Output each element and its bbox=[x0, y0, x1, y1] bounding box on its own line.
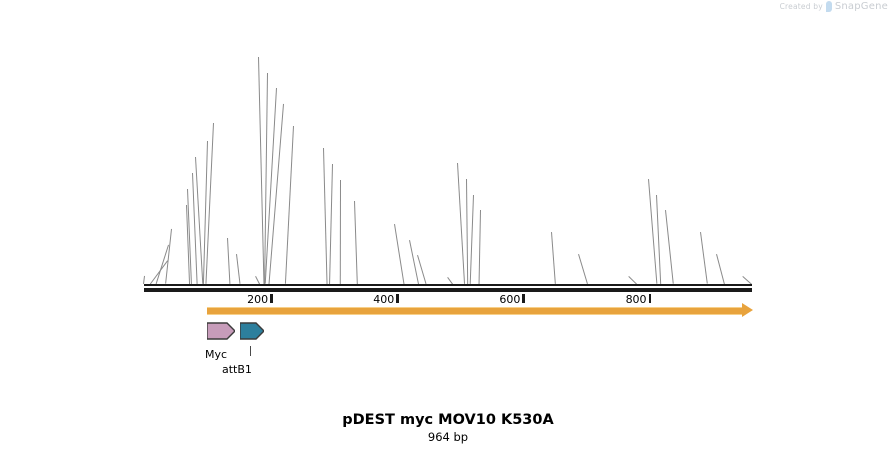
site-leader-line bbox=[323, 148, 328, 285]
site-leader-line bbox=[578, 254, 589, 285]
site-leader-line bbox=[551, 232, 556, 285]
orf-arrow-head-icon bbox=[742, 303, 753, 317]
site-leader-line bbox=[478, 209, 481, 284]
ruler-tick bbox=[270, 294, 273, 303]
site-leader-line bbox=[665, 210, 674, 285]
ruler-tick bbox=[648, 294, 652, 303]
feature-arrow-myc[interactable] bbox=[207, 320, 235, 342]
site-leader-line bbox=[339, 179, 341, 284]
site-leader-line bbox=[469, 194, 474, 284]
site-leader-line bbox=[417, 255, 427, 285]
ruler-tick bbox=[522, 294, 525, 303]
feature-label-attb1: attB1 bbox=[222, 363, 252, 376]
sequence-length-label: 964 bp bbox=[427, 430, 469, 444]
site-leader-line bbox=[227, 238, 231, 285]
ruler-top-line bbox=[144, 284, 752, 286]
site-leader-line bbox=[700, 232, 708, 285]
site-leader-line bbox=[656, 195, 662, 285]
site-leader-line bbox=[394, 224, 405, 285]
snapgene-logo-icon bbox=[825, 1, 832, 12]
watermark-brand-label: SnapGene bbox=[834, 1, 888, 12]
site-leader-line bbox=[143, 275, 145, 284]
site-leader-line bbox=[284, 125, 294, 284]
ruler-tick-label: 600 bbox=[499, 293, 521, 306]
feature-label-myc: Myc bbox=[205, 348, 228, 361]
site-leader-line bbox=[329, 163, 333, 284]
sequence-backbone bbox=[144, 288, 752, 292]
site-leader-line bbox=[457, 163, 466, 285]
snapgene-watermark: Created by SnapGene bbox=[780, 1, 888, 12]
page-title: pDEST myc MOV10 K530A bbox=[342, 412, 554, 428]
site-leader-line bbox=[466, 179, 469, 285]
site-leader-line bbox=[165, 228, 172, 284]
site-leader-line bbox=[258, 57, 265, 285]
site-leader-line bbox=[354, 201, 358, 285]
orf-arrow-bar bbox=[207, 307, 742, 315]
site-leader-line bbox=[409, 240, 419, 285]
ruler-tick bbox=[396, 294, 399, 303]
feature-arrow-attb1[interactable] bbox=[240, 320, 264, 342]
watermark-created-label: Created by bbox=[779, 2, 823, 11]
ruler-tick-label: 200 bbox=[247, 293, 269, 306]
feature-connector-line bbox=[250, 346, 251, 356]
site-leader-line bbox=[236, 254, 241, 285]
site-leader-line bbox=[716, 254, 725, 285]
ruler-tick-label: 400 bbox=[373, 293, 395, 306]
ruler-tick-label: 800 bbox=[625, 293, 647, 306]
